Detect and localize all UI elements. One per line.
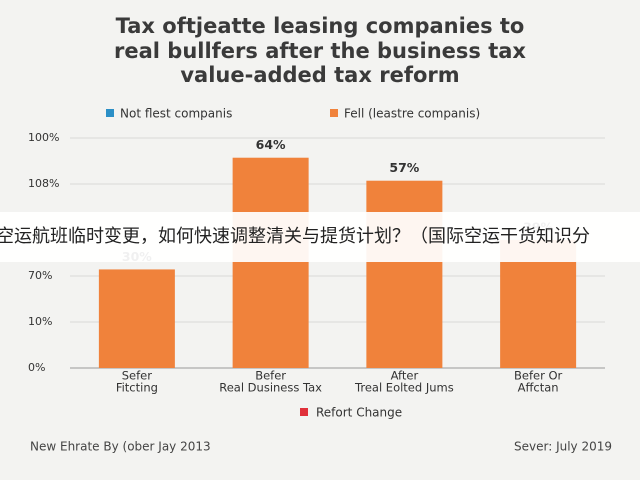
legend-swatch	[106, 109, 114, 117]
x-tick-label: Fitcting	[116, 381, 158, 395]
data-label: 64%	[256, 137, 286, 152]
bar	[366, 180, 443, 368]
x-tick-label: Befer	[255, 369, 286, 383]
banner: 空运航班临时变更，如何快速调整清关与提货计划？（国际空运干货知识分	[0, 212, 640, 262]
bar	[232, 157, 309, 368]
footer-right: Sever: July 2019	[514, 440, 612, 454]
y-tick-label: 10%	[28, 315, 52, 328]
chart-title: Tax oftjeatte leasing companies to	[116, 14, 525, 38]
y-tick-label: 108%	[28, 177, 59, 190]
data-label: 57%	[389, 160, 419, 175]
legend-label: Refort Change	[316, 406, 402, 420]
chart-title: real bullfers after the business tax	[114, 39, 526, 63]
legend-swatch	[300, 408, 308, 416]
x-tick-label: Sefer	[122, 369, 152, 383]
x-tick-label: Befer Or	[514, 369, 563, 383]
legend-label: Fell (leastre companis)	[344, 107, 480, 121]
bar	[98, 269, 175, 368]
y-tick-label: 0%	[28, 361, 45, 374]
legend-swatch	[330, 109, 338, 117]
legend-label: Not flest companis	[120, 107, 232, 121]
y-tick-label: 70%	[28, 269, 52, 282]
x-tick-label: Affctan	[518, 381, 559, 395]
x-tick-label: After	[391, 369, 419, 383]
x-tick-label: Treal Eolted Jums	[354, 381, 454, 395]
x-tick-label: Real Dusiness Tax	[219, 381, 322, 395]
footer-left: New Ehrate By (ober Jay 2013	[30, 440, 211, 454]
y-tick-label: 100%	[28, 131, 59, 144]
chart-title: value-added tax reform	[180, 63, 459, 87]
